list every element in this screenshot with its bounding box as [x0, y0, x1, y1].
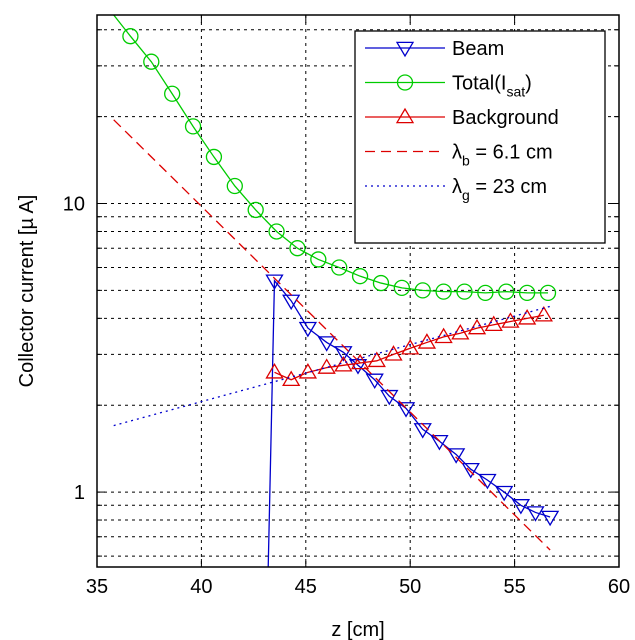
series-1-point — [456, 283, 473, 300]
y-axis-label: Collector current [µ A] — [16, 195, 38, 388]
series-1-point — [539, 284, 557, 302]
x-axis-label: z [cm] — [331, 619, 384, 640]
series-1-point — [205, 148, 223, 166]
x-tick-label: 40 — [190, 576, 212, 598]
series-2-point — [367, 351, 386, 368]
series-0-point — [540, 510, 560, 527]
series-3-line — [113, 119, 551, 551]
series-2-point — [484, 315, 503, 332]
series-1-point — [247, 201, 264, 219]
series-1-point — [331, 259, 348, 276]
series-1-point — [122, 28, 139, 45]
legend-label-0: Beam — [452, 38, 504, 60]
plot-area — [113, 15, 560, 567]
series-0-point — [478, 473, 497, 490]
series-2-point — [265, 363, 284, 379]
series-1-point — [143, 53, 160, 70]
series-2-point — [417, 333, 437, 349]
x-tick-label: 45 — [295, 576, 317, 598]
series-1-point — [226, 177, 243, 195]
series-1-point — [289, 240, 306, 257]
legend-label-2: Background — [452, 107, 559, 129]
series-0-point — [298, 321, 318, 338]
series-2-point — [334, 356, 353, 372]
series-2-point — [317, 358, 336, 374]
series-1-point — [184, 118, 202, 135]
series-1-point — [268, 223, 285, 240]
x-tick-label: 60 — [608, 576, 630, 598]
legend-label-3: λb = 6.1 cm — [452, 142, 553, 169]
series-0-point — [446, 448, 466, 464]
series-0-point — [430, 435, 449, 451]
series-2-point — [501, 312, 520, 328]
series-0-point — [495, 485, 514, 502]
axes: 35 40 45 50 55 60 1 10 — [63, 14, 630, 598]
legend-marker-2 — [395, 107, 415, 124]
series-1-point — [414, 282, 431, 299]
series-0-point — [396, 402, 416, 418]
y-tick-label: 10 — [63, 194, 85, 216]
series-1-point — [435, 283, 452, 300]
series-0-point — [461, 462, 480, 479]
series-1-point — [351, 268, 369, 285]
series-1-point — [477, 284, 494, 302]
axes-frame — [96, 14, 620, 568]
series-2-point — [517, 309, 537, 325]
series-1-point — [498, 283, 515, 300]
x-tick-label: 35 — [86, 576, 108, 598]
series-0-point — [380, 389, 399, 406]
x-tick-label: 50 — [399, 576, 421, 598]
x-tick-label: 55 — [503, 576, 525, 598]
series-1-line — [113, 15, 549, 294]
legend-box — [354, 30, 606, 244]
legend: Beam Total(Isat) Background λb = 6.1 cm λg =… — [354, 30, 606, 244]
legend-label-1: Total(Isat) — [452, 73, 532, 100]
series-0-point — [511, 499, 531, 515]
y-tick-label: 1 — [74, 482, 85, 504]
legend-marker-0 — [395, 41, 415, 58]
series-1-point — [372, 274, 390, 292]
series-1-point — [518, 284, 536, 302]
legend-marker-1 — [396, 74, 414, 91]
series-2-point — [350, 353, 370, 370]
legend-label-4: λg = 23 cm — [452, 176, 547, 203]
series-2-point — [384, 345, 403, 361]
series-0-point — [317, 336, 336, 352]
series-2-point — [401, 338, 420, 355]
series-1-point — [393, 279, 410, 297]
series-0-line — [267, 278, 551, 567]
series-2-point — [534, 305, 553, 322]
series-group — [113, 15, 560, 567]
series-2-point — [282, 370, 301, 387]
series-0-point — [526, 506, 545, 522]
series-2-point — [434, 327, 453, 344]
series-1-point — [164, 85, 181, 102]
series-1-point — [310, 251, 327, 268]
